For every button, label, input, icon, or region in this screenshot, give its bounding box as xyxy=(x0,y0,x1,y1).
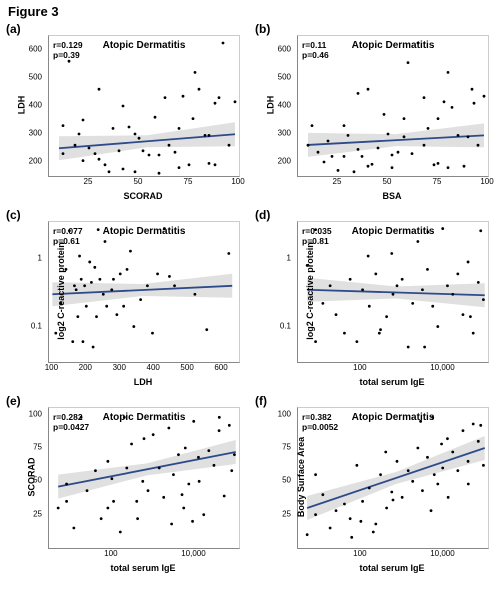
panel-grid: (a)Atopic Dermatitisr=0.129p=0.392550751… xyxy=(0,21,504,577)
xtick: 10,000 xyxy=(430,363,454,372)
panel-e: (e)Atopic Dermatitisr=0.282p=0.042710010… xyxy=(4,393,251,577)
xtick: 100 xyxy=(104,549,117,558)
x-axis-label: total serum IgE xyxy=(359,563,424,573)
y-axis-label: LDH xyxy=(16,96,26,115)
xtick: 100 xyxy=(45,363,58,372)
xtick: 10,000 xyxy=(181,549,205,558)
ytick: 1 xyxy=(4,253,42,262)
x-axis-label: SCORAD xyxy=(123,191,162,201)
ytick: 100 xyxy=(253,409,291,418)
x-axis-label: total serum IgE xyxy=(110,563,175,573)
y-axis-label: Body Surface Area xyxy=(296,437,306,517)
x-axis-label: BSA xyxy=(382,191,401,201)
y-axis-label: SCORAD xyxy=(27,457,37,496)
ytick: 300 xyxy=(253,129,291,138)
x-axis-label: total serum IgE xyxy=(359,377,424,387)
xtick: 500 xyxy=(180,363,193,372)
xtick: 100 xyxy=(353,363,366,372)
plot-area: Atopic Dermatitisr=0.035p=0.81 xyxy=(297,221,489,363)
plot-svg xyxy=(49,36,239,176)
plot-svg xyxy=(298,222,488,362)
plot-svg xyxy=(49,222,239,362)
xtick: 200 xyxy=(79,363,92,372)
xtick: 400 xyxy=(146,363,159,372)
xtick: 600 xyxy=(214,363,227,372)
y-axis-label: log2 C-reactive protein xyxy=(56,242,66,340)
plot-area: Atopic Dermatitisr=0.077p=0.61 xyxy=(48,221,240,363)
plot-svg xyxy=(49,408,239,548)
panel-tag: (e) xyxy=(6,394,21,408)
panel-tag: (b) xyxy=(255,22,270,36)
ytick: 25 xyxy=(253,509,291,518)
panel-b: (b) Atopic Dermatitisr=0.11p=0.4625 50 75 10… xyxy=(253,21,500,205)
ytick: 0.1 xyxy=(253,321,291,330)
plot-svg xyxy=(298,408,488,548)
ytick: 25 xyxy=(4,509,42,518)
panel-tag: (a) xyxy=(6,22,21,36)
y-axis-label: log2 C-reactive protein xyxy=(305,242,315,340)
ytick: 100 xyxy=(4,409,42,418)
panel-tag: (d) xyxy=(255,208,270,222)
ytick: 75 xyxy=(253,443,291,452)
plot-area: Atopic Dermatitisr=0.129p=0.39 xyxy=(48,35,240,177)
plot-area: Atopic Dermatitisr=0.382p=0.0052 xyxy=(297,407,489,549)
ytick: 200 xyxy=(4,157,42,166)
figure-title: Figure 3 xyxy=(8,4,504,19)
ytick: 75 xyxy=(4,443,42,452)
ytick: 600 xyxy=(253,45,291,54)
xtick: 100 xyxy=(480,177,493,186)
y-axis-label: LDH xyxy=(265,96,275,115)
xtick: 25 xyxy=(84,177,93,186)
ytick: 1 xyxy=(253,253,291,262)
ytick: 50 xyxy=(253,476,291,485)
xtick: 50 xyxy=(383,177,392,186)
ytick: 600 xyxy=(4,45,42,54)
ytick: 500 xyxy=(4,73,42,82)
plot-svg xyxy=(298,36,488,176)
panel-a: (a) Atopic Dermatitisr=0.129p=0.3925 50 75 1… xyxy=(4,21,251,205)
plot-area: Atopic Dermatitisr=0.282p=0.0427 xyxy=(48,407,240,549)
ytick: 200 xyxy=(253,157,291,166)
ytick: 500 xyxy=(253,73,291,82)
ytick: 300 xyxy=(4,129,42,138)
panel-f: (f)Atopic Dermatitisr=0.382p=0.005210010… xyxy=(253,393,500,577)
xtick: 25 xyxy=(333,177,342,186)
xtick: 10,000 xyxy=(430,549,454,558)
xtick: 300 xyxy=(113,363,126,372)
x-axis-label: LDH xyxy=(134,377,153,387)
xtick: 100 xyxy=(353,549,366,558)
panel-c: (c) Atopic Dermatitisr=0.077p=0.61100 200 3… xyxy=(4,207,251,391)
panel-tag: (f) xyxy=(255,394,267,408)
xtick: 75 xyxy=(184,177,193,186)
ytick: 0.1 xyxy=(4,321,42,330)
xtick: 75 xyxy=(433,177,442,186)
panel-tag: (c) xyxy=(6,208,21,222)
panel-d: (d) Atopic Dermatitisr=0.035p=0.81100 10,0… xyxy=(253,207,500,391)
xtick: 50 xyxy=(134,177,143,186)
xtick: 100 xyxy=(231,177,244,186)
plot-area: Atopic Dermatitisr=0.11p=0.46 xyxy=(297,35,489,177)
